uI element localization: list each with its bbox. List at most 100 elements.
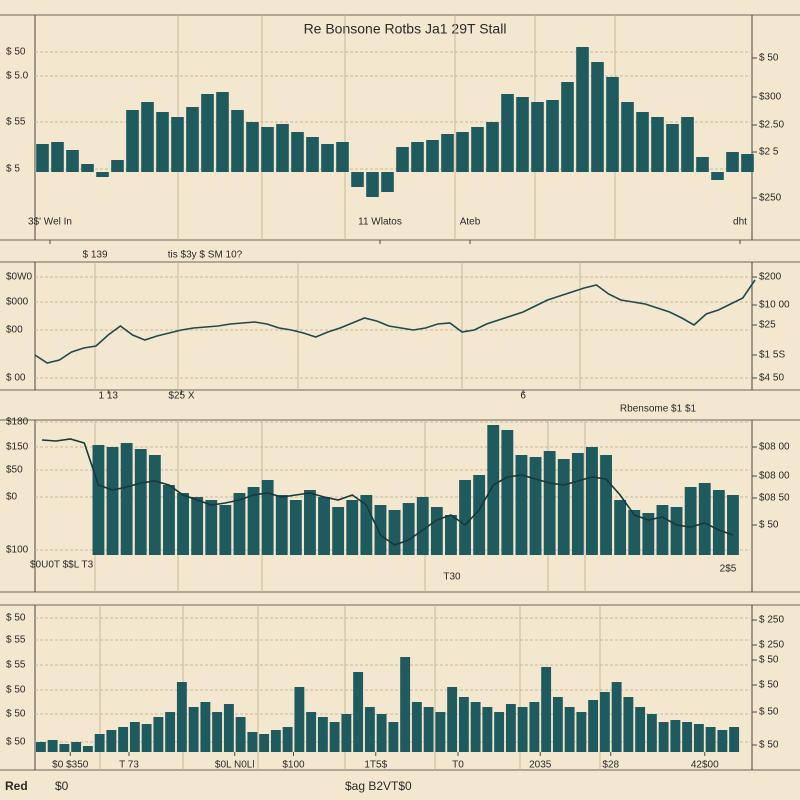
annotation: Rbensome $1 $1 [620,404,697,415]
x-tick-label: T 73 [119,760,139,771]
bar [212,712,223,752]
bar [374,505,387,555]
bar [614,500,627,555]
bar [71,742,82,752]
y-tick-label: $00 [6,325,23,336]
y-tick-label: $ 50 [6,613,26,624]
bar [304,490,316,555]
bar [261,127,274,172]
bar [148,455,161,555]
y2-tick-label: $2 5 [759,147,779,158]
bar [289,500,302,555]
bar [186,107,199,172]
bar [235,717,246,752]
bar [682,722,693,752]
bar [423,707,434,752]
bar [134,449,147,555]
bar [276,124,289,172]
y-tick-label: $000 [6,297,29,308]
bar [599,692,610,752]
bar [471,127,484,172]
bar [270,730,281,752]
bar [246,122,259,172]
y-tick-label: $150 [6,442,29,453]
bar [588,700,599,752]
bar [636,112,649,172]
bar [473,475,486,555]
bar [552,697,563,752]
bar [486,122,499,172]
bar [294,687,305,752]
bar [635,707,646,752]
bar [458,697,469,752]
y-tick-label: $180 [6,417,29,428]
bar [191,497,204,555]
bar [529,457,542,555]
bar [712,490,725,555]
bar [411,702,422,752]
bar [561,82,574,172]
x-tick-label: 1 13 [98,391,118,402]
y-tick-label: $100 [6,545,29,556]
bar [541,667,552,752]
bar [231,110,244,172]
x-tick-label: 2035 [529,760,552,771]
bar [129,722,140,752]
y2-tick-label: $2.50 [759,120,784,131]
bar [606,77,619,172]
bar [341,714,352,752]
annotation: $ 139 [82,250,107,261]
y-tick-label: $ 50 [6,737,26,748]
y2-tick-label: $250 [759,193,782,204]
bar [233,493,246,555]
bar [426,140,439,172]
bar [623,697,634,752]
bar [646,714,657,752]
x-tick-label: dht [733,217,747,228]
bar [261,480,274,555]
bar [516,97,529,172]
bar [529,702,540,752]
footer-label: Red [5,779,28,793]
y2-tick-label: $ 50 [759,655,779,666]
bar [36,144,49,172]
bar [51,142,64,172]
bar [698,483,711,555]
bar [666,124,679,172]
line [41,438,734,546]
bar [66,150,79,172]
x-tick-label: 6 [520,391,526,402]
y-tick-label: $50 [6,465,23,476]
bar [332,507,345,555]
footer-label: $0 [55,779,69,793]
bar [459,480,471,555]
bar [546,100,559,172]
bar [376,714,387,752]
bar [515,455,528,555]
y2-tick-label: $ 50 [759,520,779,531]
footer-label: $ag B2VT$0 [345,779,412,793]
bar [96,172,109,177]
y-tick-label: $ 55 [6,635,26,646]
y2-tick-label: $08 00 [759,471,790,482]
bar [441,134,454,172]
bar [205,500,218,555]
y-tick-label: $ 50 [6,685,26,696]
y-tick-label: $ 55 [6,117,26,128]
bar [275,495,288,555]
bar [456,132,469,172]
bar [47,740,58,752]
annotation: T30 [443,572,461,583]
bar [396,147,409,172]
bar [696,157,709,172]
bar [141,102,154,172]
bar [259,734,270,752]
bar [611,682,622,752]
y-tick-label: $ 5.0 [6,71,29,82]
y-tick-label: $ 50 [6,47,26,58]
bar [430,507,443,555]
bar [346,500,359,555]
bar [487,425,500,555]
bar [600,455,612,555]
bar [576,47,589,172]
